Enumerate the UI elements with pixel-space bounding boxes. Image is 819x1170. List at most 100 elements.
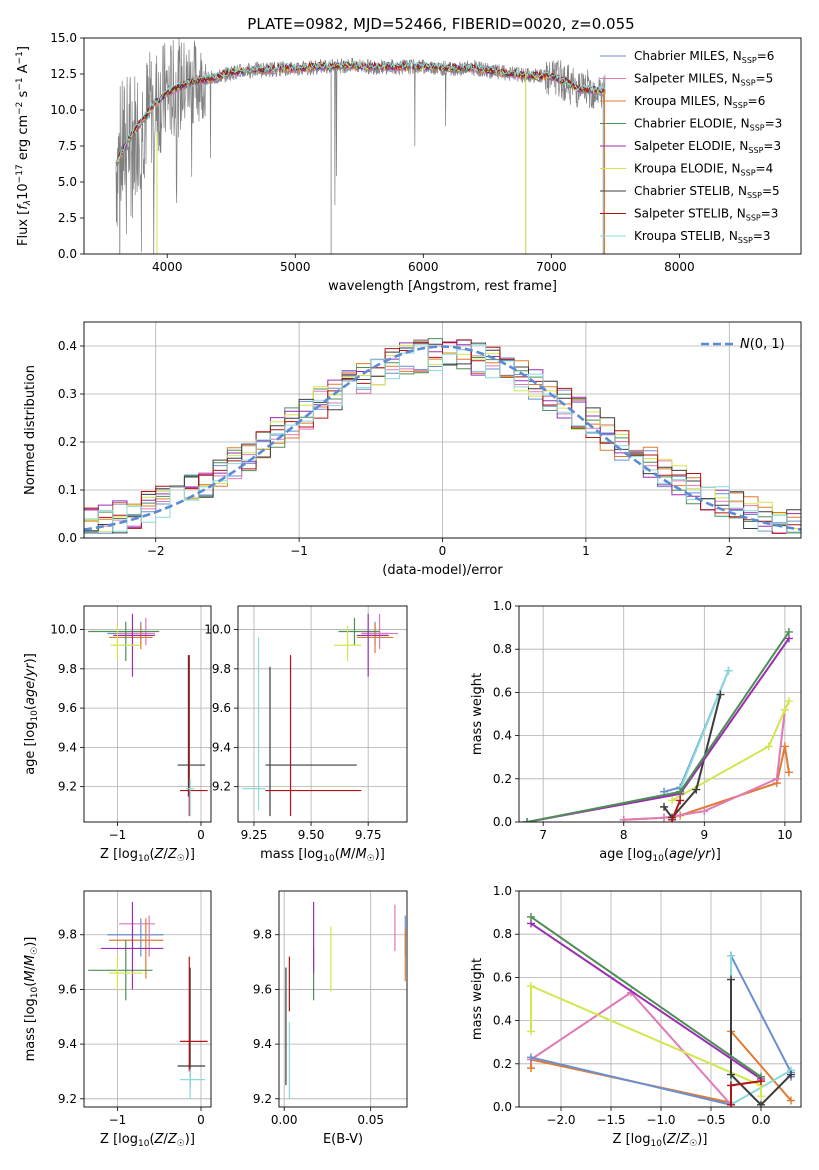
error-bar-point [100, 901, 164, 990]
y-tick-label: 9.8 [253, 928, 272, 942]
weight-marker [780, 705, 789, 714]
error-bar-point [265, 666, 357, 817]
panel-mass-weight-vs-age: 7 8 9 10 0.0 0.2 0.4 0.6 0.8 1.0 mass weight age [l… [470, 599, 802, 864]
axes-frame [83, 890, 212, 1108]
legend-entry-label: Kroupa MILES, NSSP=6 [634, 94, 765, 110]
y-tick-label: 9.8 [212, 662, 231, 676]
x-tick-label: 0.0 [751, 1113, 770, 1127]
error-bar-point [88, 940, 153, 1001]
plot-area [242, 613, 398, 817]
x-tick-label: −1.5 [596, 1113, 625, 1127]
axes-frame [237, 605, 408, 823]
panel-spectrum: 4000 5000 6000 7000 8000 0.0 2.5 5.0 7.5 10.0 12.5… [15, 31, 802, 294]
y-tick-label: 15.0 [50, 31, 77, 45]
figure-title: PLATE=0982, MJD=52466, FIBERID=0020, z=0… [247, 15, 634, 33]
y-tick-label: 0.6 [493, 685, 512, 699]
legend-entry-label: Salpeter MILES, NSSP=5 [634, 72, 773, 88]
y-tick-label: 0.2 [493, 1057, 512, 1071]
x-axis-label: Z [log10(Z/Z☉)] [100, 1132, 195, 1149]
error-bar-point [180, 655, 208, 817]
y-tick-label: 9.4 [58, 1037, 77, 1051]
panel-residuals: −2 −1 0 1 2 0.0 0.1 0.2 0.3 0.4 N(0, 1) Normed dist… [23, 321, 802, 578]
axes-frame [83, 321, 802, 539]
x-tick-label: 9.25 [241, 828, 268, 842]
y-tick-label: 9.8 [58, 662, 77, 676]
weight-marker [676, 796, 685, 805]
axes-frame [83, 605, 212, 823]
y-tick-label: 9.2 [58, 780, 77, 794]
legend: Chabrier MILES, NSSP=6 Salpeter MILES, NS… [600, 49, 782, 245]
x-tick-label: 9 [700, 828, 708, 842]
weight-marker [772, 774, 781, 783]
residual-histogram [84, 339, 801, 534]
panel-mass-weight-vs-Z: −2.0 −1.5 −1.0 −0.5 0.0 0.0 0.2 0.4 0.6 0.8 1.0 mas… [470, 884, 802, 1149]
y-axis-label: mass weight [470, 958, 485, 1040]
y-tick-label: 10.0 [204, 623, 231, 637]
panel-EBV: 0.00 0.05 9.2 9.4 9.6 9.8 E(B-V) [253, 890, 408, 1147]
y-axis-label: mass weight [470, 673, 485, 755]
weight-marker [780, 742, 789, 751]
y-tick-label: 1.0 [493, 599, 512, 613]
y-axis-label: mass [log10(M/M☉)] [23, 937, 40, 1062]
y-tick-label: 0.4 [493, 729, 512, 743]
weight-line [530, 922, 762, 1080]
x-axis-label: Z [log10(Z/Z☉)] [100, 847, 195, 864]
weight-marker [784, 697, 793, 706]
x-tick-label: 7 [539, 828, 547, 842]
weight-marker [668, 815, 677, 822]
error-bar-point [180, 1068, 206, 1099]
x-axis-label: mass [log10(M/M☉)] [260, 847, 385, 864]
x-tick-label: 5000 [280, 260, 311, 274]
weight-line [663, 694, 722, 820]
x-tick-label: 0.00 [271, 1113, 298, 1127]
error-bar-point [88, 621, 160, 661]
weight-marker [764, 742, 773, 751]
weight-marker [757, 1077, 765, 1086]
weight-marker [660, 802, 669, 811]
x-tick-label: −0.5 [696, 1113, 725, 1127]
x-tick-label: −2 [147, 544, 165, 558]
weight-marker [724, 666, 733, 675]
legend-entry-label: Salpeter STELIB, NSSP=3 [634, 207, 778, 223]
x-tick-label: −1 [109, 828, 127, 842]
weight-marker [523, 818, 532, 822]
panel-age-vs-Z: −1 0 9.2 9.4 9.6 9.8 10.0 age [log10(age/yr)] Z … [23, 605, 212, 864]
y-axis-label: age [log10(age/yr)] [23, 653, 40, 775]
weight-marker [757, 1092, 765, 1101]
y-tick-label: 12.5 [50, 67, 77, 81]
weight-marker [527, 912, 535, 921]
axes-frame [518, 605, 802, 823]
error-bar-point [109, 956, 143, 990]
x-tick-label: 0 [439, 544, 447, 558]
y-tick-label: 0.8 [493, 642, 512, 656]
y-tick-label: 10.0 [50, 103, 77, 117]
x-tick-label: 8 [620, 828, 628, 842]
panel-mass-vs-Z: −1 0 9.2 9.4 9.6 9.8 mass [log10(M/M☉)] Z [log1… [23, 890, 212, 1149]
x-tick-label: 0 [197, 1113, 205, 1127]
weight-line [671, 800, 682, 821]
y-tick-label: 9.2 [58, 1092, 77, 1106]
panel-age-vs-mass: 9.25 9.50 9.75 9.2 9.4 9.6 9.8 10.0 mass [log10(… [204, 605, 408, 864]
error-bar-point [356, 623, 394, 654]
weight-marker [527, 1064, 535, 1073]
y-tick-label: 0.2 [493, 772, 512, 786]
x-tick-label: 2 [725, 544, 733, 558]
weight-marker [784, 768, 793, 777]
x-tick-label: 1 [582, 544, 590, 558]
x-axis-label: age [log10(age/yr)] [599, 847, 721, 864]
figure-panels: 4000 5000 6000 7000 80000.02.55.07.510.012.5… [15, 31, 802, 1149]
y-tick-label: 9.2 [253, 1092, 272, 1106]
weight-marker [727, 951, 735, 960]
plot-area [523, 627, 793, 822]
weight-line [530, 984, 762, 1097]
x-tick-label: −1.0 [646, 1113, 675, 1127]
weight-line [530, 916, 762, 1078]
weight-line [526, 631, 790, 822]
y-tick-label: 0.1 [58, 483, 77, 497]
axes-frame [278, 890, 408, 1108]
x-axis-label: (data-model)/error [382, 563, 503, 578]
weight-marker [676, 787, 685, 796]
x-tick-label: −1 [109, 1113, 127, 1127]
x-tick-label: 0.05 [357, 1113, 384, 1127]
